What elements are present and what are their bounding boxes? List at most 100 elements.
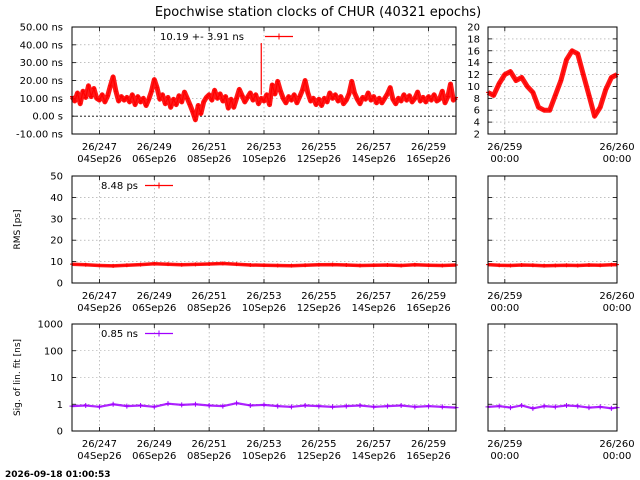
data-point [358,101,362,106]
data-point [440,263,445,268]
y-tick-label: 10 [50,257,63,268]
data-point [429,98,434,103]
data-point [316,97,321,102]
data-point [316,262,321,267]
data-point [275,79,280,84]
x-tick-label-date: 08Sep26 [187,154,231,165]
y-tick-label: 12 [467,70,480,81]
data-point [399,99,404,104]
series-line [487,50,618,118]
data-point [122,98,127,103]
data-point [196,103,201,108]
data-point [322,96,327,101]
x-tick-label-day: 26/253 [246,439,281,450]
y-tick-label: -10.00 ns [16,130,63,141]
x-tick-label-day: 26/251 [192,142,227,153]
data-point [234,96,239,101]
x-tick-label-day: 26/260 [599,291,634,302]
x-tick-label-date: 10Sep26 [242,154,286,165]
data-point [231,105,236,110]
data-point [519,263,524,268]
data-point [349,79,354,84]
data-point [360,95,365,100]
data-point [166,95,170,100]
data-point [553,93,558,98]
x-tick-label-day: 26/259 [411,439,446,450]
data-point [371,94,376,99]
data-point [281,96,286,101]
data-point [358,263,362,268]
data-point [242,99,247,104]
data-point [564,57,569,62]
data-point [303,263,308,268]
y-tick-label: 30.00 ns [20,58,63,69]
data-point [292,92,297,97]
data-point [229,97,234,102]
data-point [300,88,305,93]
data-point [171,97,176,102]
x-tick-label-day: 26/249 [137,439,172,450]
data-point [209,98,214,103]
data-point [226,106,231,111]
x-tick-label-date: 04Sep26 [77,303,121,314]
data-point [570,48,575,53]
y-tick-label: 8 [474,94,480,105]
data-point [564,263,569,268]
data-point [94,96,99,101]
legend-key-marker [156,330,162,337]
data-point [536,105,541,110]
x-tick-label-date: 00:00 [603,303,632,314]
data-point [83,262,88,267]
x-tick-label-date: 12Sep26 [297,303,341,314]
data-point [141,96,146,101]
data-point [267,102,272,107]
data-point [327,90,332,95]
plot-frame [487,323,618,432]
x-tick-label-day: 26/259 [411,291,446,302]
data-point [190,109,195,114]
data-point [75,90,80,95]
legend-key-marker [156,182,162,189]
data-point [286,94,291,99]
data-point [421,95,426,100]
data-point [497,81,502,86]
x-tick-label-day: 26/247 [82,439,117,450]
figure-title: Epochwise station clocks of CHUR (40321 … [155,5,481,20]
data-point [166,262,170,267]
x-tick-label-date: 04Sep26 [77,154,121,165]
data-point [157,97,162,102]
data-point [97,263,102,268]
x-tick-label-day: 26/259 [487,291,522,302]
x-tick-label-date: 08Sep26 [187,303,231,314]
data-point [586,263,591,268]
x-tick-label-date: 12Sep26 [297,154,341,165]
data-point [78,101,83,106]
data-point [262,263,266,268]
x-tick-label-day: 26/251 [192,439,227,450]
plot-frame [71,323,457,432]
y-tick-label: 1000 [38,320,63,331]
data-point [234,262,239,267]
data-point [207,92,212,97]
y-tick-label: 20 [467,23,480,34]
x-tick-label-date: 00:00 [490,154,519,165]
data-point [374,100,379,105]
series-segment [154,402,169,408]
data-point [111,74,116,79]
data-point [168,105,173,110]
data-point [130,92,135,97]
data-point [289,263,294,268]
plot-frame [71,26,457,135]
data-point [325,99,330,104]
data-point [176,93,181,98]
x-tick-label-date: 06Sep26 [132,154,176,165]
data-point [598,263,603,268]
data-point [609,75,614,80]
data-point [418,99,423,104]
legend-label: 8.48 ps [101,181,138,192]
x-tick-label-day: 26/253 [246,142,281,153]
data-point [347,91,352,96]
data-point [135,94,140,99]
